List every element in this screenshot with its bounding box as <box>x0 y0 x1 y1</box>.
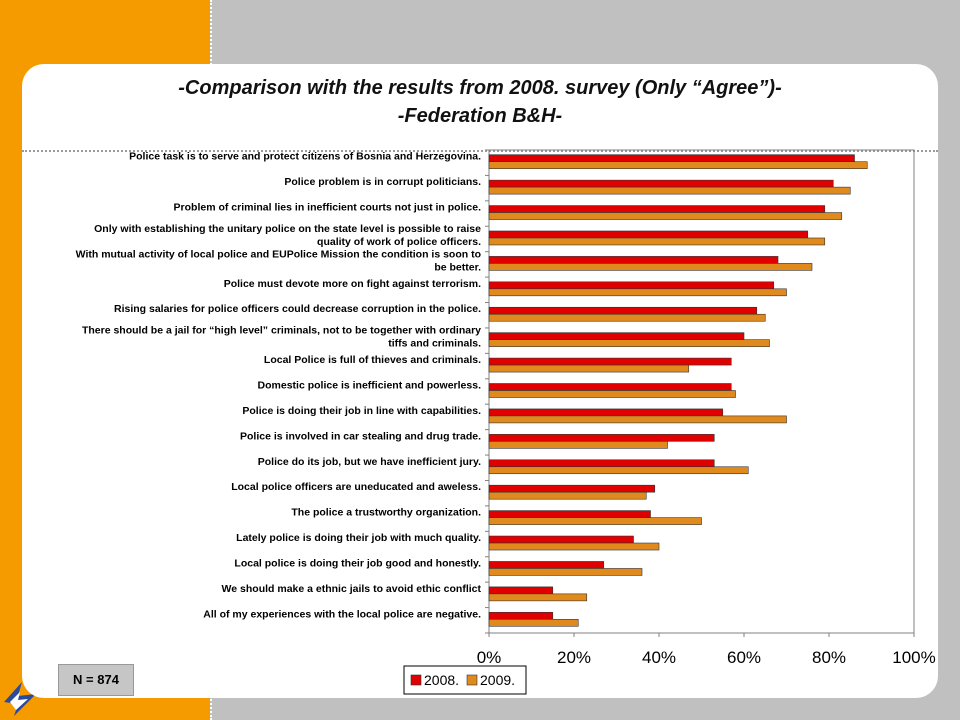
legend <box>403 665 527 695</box>
category-label: Lately police is doing their job with mu… <box>236 532 481 544</box>
legend-label-2009: 2009. <box>480 672 515 688</box>
bar-2009 <box>488 517 702 525</box>
category-label: Police task is to serve and protect citi… <box>129 151 481 163</box>
legend-swatch-2008 <box>410 674 422 686</box>
logo-icon <box>4 682 36 716</box>
category-label: Local Police is full of thieves and crim… <box>264 354 481 366</box>
category-label: tiffs and criminals. <box>388 338 481 350</box>
bar-2009 <box>488 339 770 347</box>
category-label: With mutual activity of local police and… <box>76 248 481 260</box>
bar-2008 <box>488 154 855 163</box>
x-tick-label: 100% <box>892 648 935 667</box>
x-tick-label: 40% <box>642 648 676 667</box>
bar-2008 <box>488 484 656 493</box>
bar-2009 <box>488 161 868 170</box>
bar-2008 <box>488 332 745 340</box>
bar-2008 <box>488 306 758 315</box>
category-label: All of my experiences with the local pol… <box>203 608 481 620</box>
category-label: Rising salaries for police officers coul… <box>114 303 481 315</box>
bar-2009 <box>488 441 668 449</box>
bar-2008 <box>488 561 605 569</box>
category-label: be better. <box>434 261 481 273</box>
bar-2008 <box>488 205 826 213</box>
category-label: Local police officers are uneducated and… <box>231 481 481 493</box>
horizontal-dotted-guide <box>22 150 938 152</box>
bar-2008 <box>488 611 554 620</box>
category-label: Police problem is in corrupt politicians… <box>284 176 481 188</box>
category-label: We should make a ethnic jails to avoid e… <box>222 583 482 595</box>
bar-2008 <box>488 179 834 188</box>
bar-2008 <box>488 357 732 366</box>
category-label: Only with establishing the unitary polic… <box>94 223 481 235</box>
slide-title: -Comparison with the results from 2008. … <box>22 74 938 130</box>
category-label: Police do its job, but we have inefficie… <box>258 456 481 468</box>
bar-2008 <box>488 256 779 264</box>
bar-2008 <box>488 434 715 442</box>
bar-2008 <box>488 510 651 518</box>
bar-2009 <box>488 313 766 322</box>
content-card <box>22 64 938 698</box>
bar-2009 <box>488 415 787 424</box>
legend-swatch-2009 <box>466 674 478 686</box>
bar-2008 <box>488 459 715 468</box>
bar-2009 <box>488 212 843 220</box>
bar-2008 <box>488 230 809 239</box>
x-tick-label: 80% <box>812 648 846 667</box>
bar-2008 <box>488 408 724 417</box>
bar-2009 <box>488 390 736 398</box>
category-label: quality of work of police officers. <box>317 236 481 248</box>
bar-2009 <box>488 364 690 373</box>
category-label: Problem of criminal lies in inefficient … <box>174 202 482 214</box>
bar-2009 <box>488 618 579 627</box>
slide-title-line-1: -Comparison with the results from 2008. … <box>178 77 782 99</box>
bar-2009 <box>488 491 647 500</box>
sample-size-label: N = 874 <box>58 664 134 696</box>
legend-label-2008: 2008. <box>424 672 459 688</box>
bar-2009 <box>488 593 588 602</box>
bar-2009 <box>488 263 813 271</box>
bar-2009 <box>488 466 749 475</box>
category-label: Police must devote more on fight against… <box>224 278 481 290</box>
bar-2008 <box>488 586 554 595</box>
x-tick-label: 20% <box>557 648 591 667</box>
bar-2009 <box>488 288 787 297</box>
bar-2008 <box>488 535 634 544</box>
bar-2008 <box>488 383 732 391</box>
category-label: There should be a jail for “high level” … <box>82 325 481 337</box>
category-label: Police is doing their job in line with c… <box>242 405 481 417</box>
x-tick-label: 60% <box>727 648 761 667</box>
slide-title-line-2: -Federation B&H- <box>397 105 563 127</box>
category-label: Local police is doing their job good and… <box>234 557 481 569</box>
category-label: The police a trustworthy organization. <box>291 507 481 519</box>
bar-2009 <box>488 237 826 246</box>
bar-2009 <box>488 542 660 551</box>
category-label: Domestic police is inefficient and power… <box>258 380 482 392</box>
category-label: Police is involved in car stealing and d… <box>240 430 481 442</box>
bar-2009 <box>488 186 851 195</box>
x-tick-label: 0% <box>477 648 502 667</box>
bar-2009 <box>488 568 643 576</box>
bar-2008 <box>488 281 775 290</box>
